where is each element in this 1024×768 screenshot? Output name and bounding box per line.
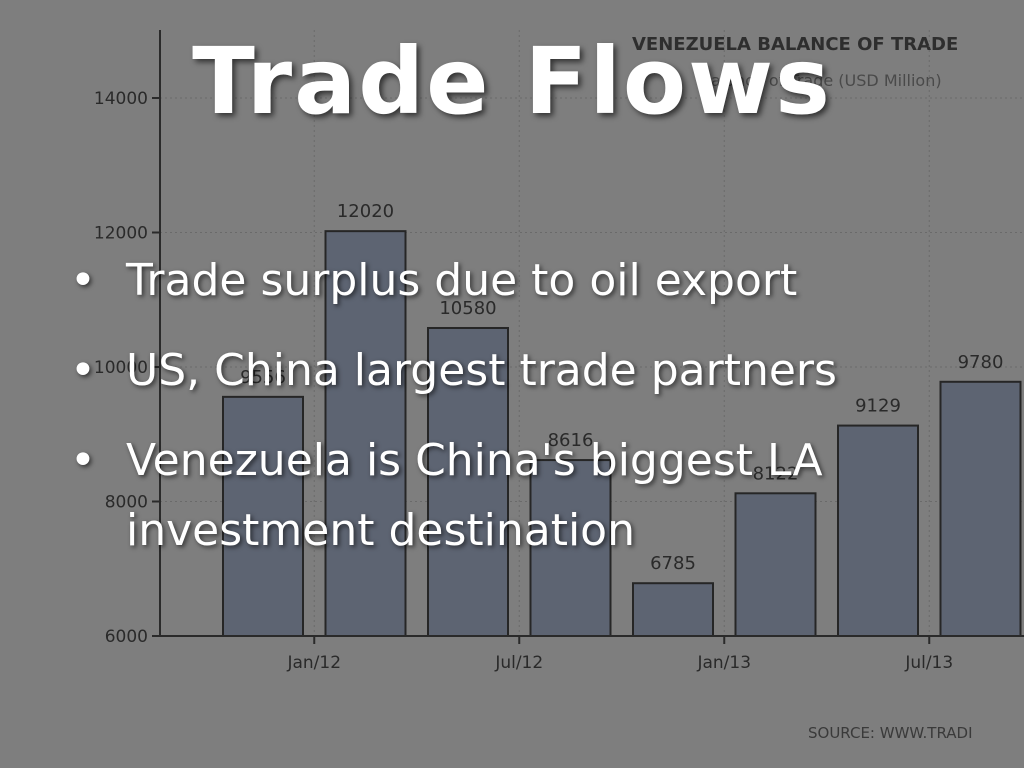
- chart-source: SOURCE: WWW.TRADI: [808, 724, 973, 742]
- bullet: Trade surplus due to oil export: [70, 246, 906, 316]
- bar: [632, 582, 714, 637]
- chart-title: VENEZUELA BALANCE OF TRADE: [632, 34, 958, 55]
- chart-subtitle: Balance of Trade (USD Million): [700, 71, 942, 90]
- value-label: 9780: [958, 352, 1004, 373]
- y-tick-label: 14000: [94, 89, 148, 109]
- x-tick-label: Jul/12: [494, 653, 543, 673]
- y-tick-label: 6000: [105, 627, 148, 647]
- x-tick-label: Jan/12: [286, 653, 341, 673]
- bar: [939, 380, 1022, 638]
- value-label: 12020: [337, 201, 394, 222]
- bullet: Venezuela is China's biggest LA investme…: [70, 426, 906, 566]
- bullet: US, China largest trade partners: [70, 336, 906, 406]
- bullet-list: Trade surplus due to oil export US, China…: [70, 246, 920, 586]
- y-tick-label: 12000: [94, 224, 148, 244]
- slide-title: Trade Flows: [192, 28, 832, 135]
- x-tick-label: Jan/13: [696, 653, 751, 673]
- x-tick-label: Jul/13: [904, 653, 953, 673]
